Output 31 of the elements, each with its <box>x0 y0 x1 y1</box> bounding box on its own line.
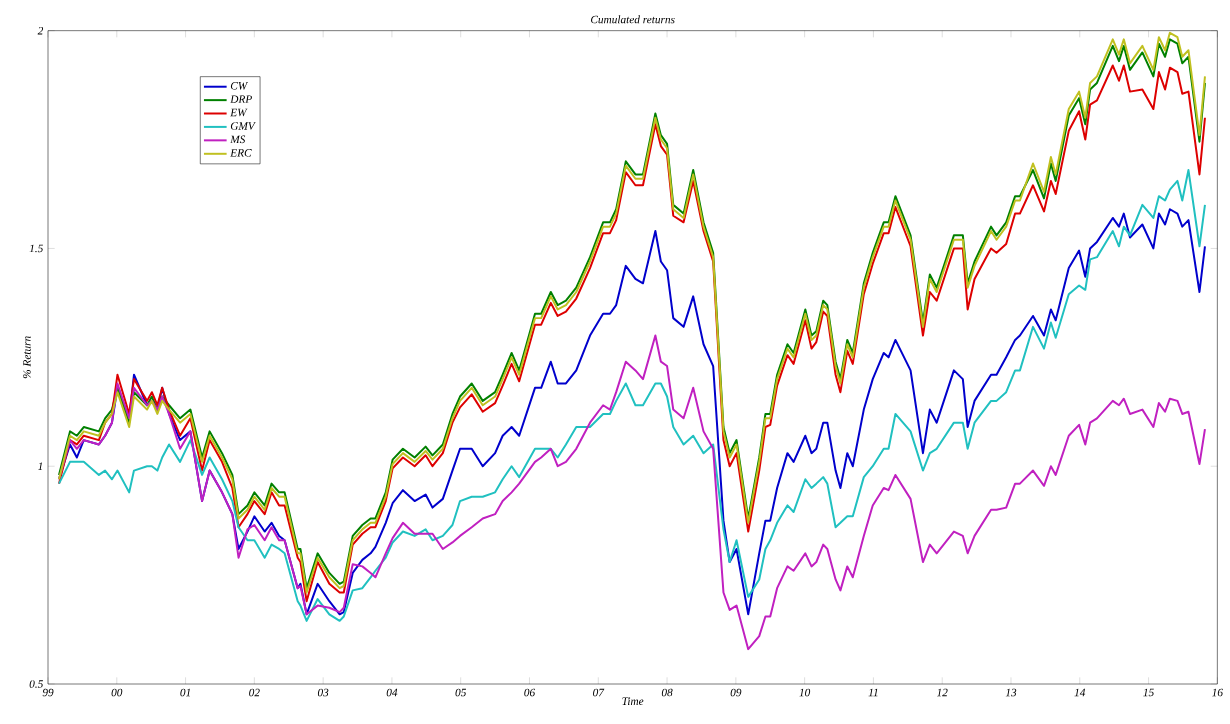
x-tick-label: 00 <box>111 688 123 697</box>
y-tick-label: 0.5 <box>29 680 43 688</box>
x-tick-label: 05 <box>455 688 467 697</box>
x-tick-label: 07 <box>593 688 605 697</box>
x-tick-label: 16 <box>1212 688 1223 697</box>
x-tick-label: 08 <box>661 688 673 697</box>
x-tick-label: 01 <box>180 688 191 697</box>
x-tick-label: 12 <box>936 688 948 697</box>
x-tick-label: 10 <box>799 688 811 697</box>
x-tick-label: 02 <box>249 688 260 697</box>
y-tick-label: 1 <box>38 462 43 470</box>
x-axis-title: Time <box>622 697 644 706</box>
y-axis-title: % Return <box>23 336 31 379</box>
chart-title: Cumulated returns <box>591 15 675 24</box>
legend-label: CW <box>230 81 249 90</box>
legend-label: ERC <box>230 149 252 157</box>
legend-label: GMV <box>230 122 256 130</box>
x-tick-label: 09 <box>730 688 742 697</box>
legend-label: EW <box>230 108 248 117</box>
x-tick-label: 15 <box>1143 688 1154 697</box>
x-tick-label: 03 <box>317 688 329 697</box>
legend-label: DRP <box>230 95 252 103</box>
x-tick-label: 99 <box>42 688 54 697</box>
x-tick-label: 11 <box>868 688 878 697</box>
y-tick-label: 1.5 <box>29 244 43 253</box>
y-tick-label: 2 <box>37 26 44 35</box>
legend-label: MS <box>230 135 246 144</box>
x-tick-label: 04 <box>386 688 398 697</box>
x-tick-label: 14 <box>1074 688 1086 697</box>
x-tick-label: 06 <box>524 688 536 697</box>
x-tick-label: 13 <box>1005 688 1017 697</box>
